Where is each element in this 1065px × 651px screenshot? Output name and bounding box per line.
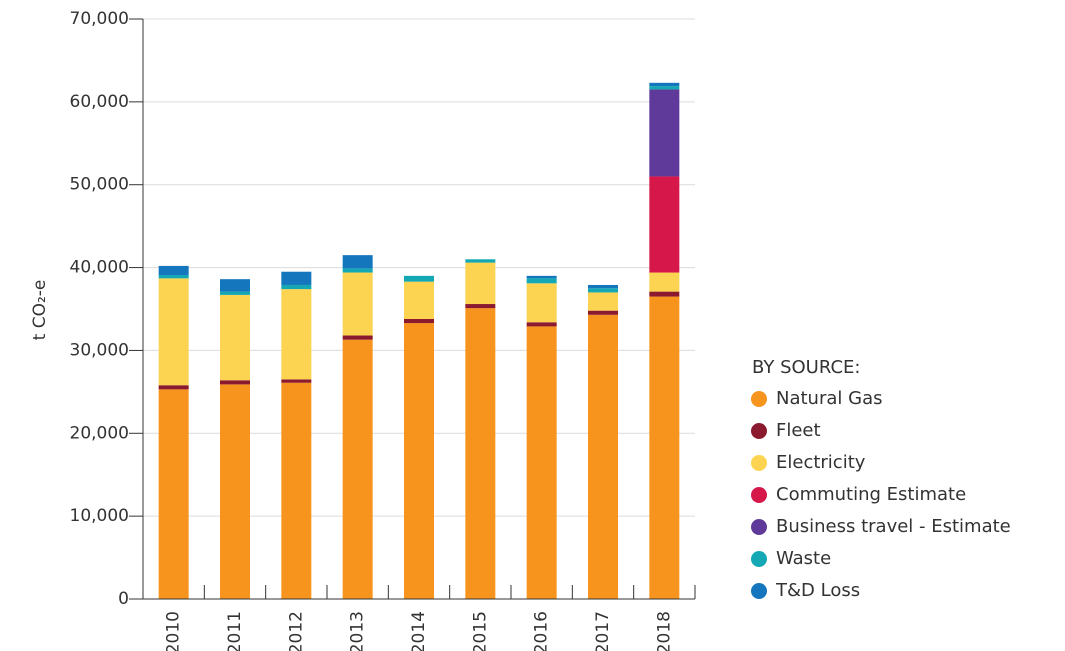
bar-segment xyxy=(649,296,680,599)
x-tick-label: 2010 xyxy=(164,611,184,651)
bar-segment xyxy=(465,262,496,305)
bar-segment xyxy=(220,384,250,599)
bar-segment xyxy=(526,278,557,284)
legend-swatch xyxy=(751,551,767,567)
bar-segment xyxy=(281,289,312,380)
bar-segment xyxy=(281,271,312,285)
x-tick-label: 2013 xyxy=(348,611,368,651)
bar-segment xyxy=(281,379,312,383)
bar-segment xyxy=(158,275,189,279)
bar-segment xyxy=(588,284,618,289)
y-tick-label: 60,000 xyxy=(70,92,129,112)
bar-segment xyxy=(342,255,373,269)
legend-swatch xyxy=(751,455,767,471)
bar-segment xyxy=(649,291,680,297)
bar-segment xyxy=(342,335,373,340)
y-axis-label: t CO₂-e xyxy=(30,280,50,341)
bar-segment xyxy=(649,86,680,90)
y-tick-label: 20,000 xyxy=(70,423,129,443)
legend: BY SOURCE: Natural Gas Fleet Electricity Co… xyxy=(751,357,1011,601)
x-tick-label: 2018 xyxy=(654,611,674,651)
bar-segment xyxy=(649,89,680,177)
bar-segment xyxy=(220,380,250,385)
bar-segment xyxy=(588,310,618,315)
bar-segment xyxy=(465,304,496,309)
legend-label: Fleet xyxy=(776,420,821,441)
bar-segment xyxy=(588,314,618,599)
legend-swatch xyxy=(751,519,767,535)
bar-segment xyxy=(404,318,434,324)
y-tick-label: 0 xyxy=(118,589,129,609)
y-tick-label: 50,000 xyxy=(70,175,129,195)
bar-segment xyxy=(588,288,618,293)
bar-segment xyxy=(526,322,557,327)
legend-swatch xyxy=(751,583,767,599)
bar-segment xyxy=(342,272,373,336)
bar-segment xyxy=(649,272,680,292)
x-tick-label: 2015 xyxy=(470,611,490,651)
bar-segment xyxy=(220,279,250,292)
legend-label: Commuting Estimate xyxy=(776,484,966,505)
bar-segment xyxy=(281,284,312,290)
x-tick-label: 2012 xyxy=(286,611,306,651)
bar-segment xyxy=(342,268,373,273)
bar-segment xyxy=(588,292,618,311)
bar-segment xyxy=(526,283,557,323)
legend-swatch xyxy=(751,391,767,407)
legend-label: Electricity xyxy=(776,452,866,473)
bar-segment xyxy=(465,308,496,599)
bar-segment xyxy=(220,294,250,381)
bar-segment xyxy=(465,259,496,263)
x-tick-label: 2017 xyxy=(593,611,613,651)
legend-label: T&D Loss xyxy=(775,580,860,601)
x-tick-label: 2014 xyxy=(409,611,429,651)
y-tick-label: 30,000 xyxy=(70,340,129,360)
bar-segment xyxy=(649,176,680,273)
bar-segment xyxy=(158,265,189,276)
bar-segment xyxy=(220,291,250,295)
legend-swatch xyxy=(751,487,767,503)
x-tick-label: 2011 xyxy=(225,611,245,651)
bar-segment xyxy=(404,281,434,319)
bar-segment xyxy=(158,278,189,386)
y-tick-label: 70,000 xyxy=(70,9,129,29)
bar-segment xyxy=(526,275,557,279)
bar-segment xyxy=(404,323,434,599)
legend-label: Business travel - Estimate xyxy=(776,516,1011,537)
bar-segment xyxy=(526,326,557,599)
legend-title: BY SOURCE: xyxy=(752,357,860,378)
bar-segment xyxy=(342,339,373,599)
legend-swatch xyxy=(751,423,767,439)
bar-segment xyxy=(649,82,680,87)
bar-segment xyxy=(281,382,312,599)
bar-segment xyxy=(158,389,189,599)
bar-segment xyxy=(404,275,434,282)
bar-segment xyxy=(158,385,189,390)
legend-label: Natural Gas xyxy=(776,388,882,409)
legend-label: Waste xyxy=(776,548,831,569)
x-tick-label: 2016 xyxy=(532,611,552,651)
y-tick-label: 10,000 xyxy=(70,506,129,526)
y-tick-label: 40,000 xyxy=(70,258,129,278)
